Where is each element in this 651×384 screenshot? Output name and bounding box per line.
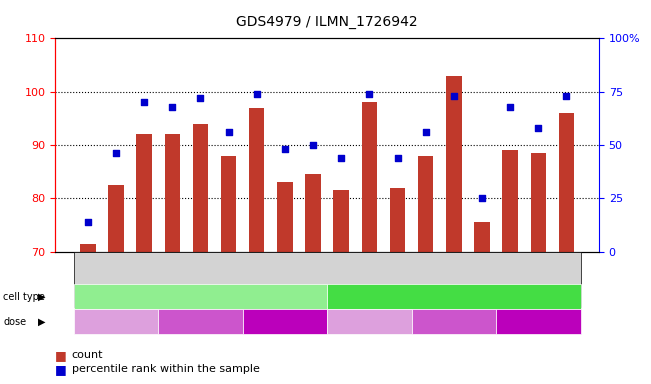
Text: 1 uM lapatinib: 1 uM lapatinib: [250, 316, 320, 327]
Text: 1 uM lapatinib: 1 uM lapatinib: [503, 316, 574, 327]
Point: [364, 91, 374, 97]
Text: ▶: ▶: [38, 316, 46, 327]
Bar: [531, 153, 546, 252]
Text: 0 uM lapatinib: 0 uM lapatinib: [81, 316, 151, 327]
Point: [251, 91, 262, 97]
Bar: [221, 156, 236, 252]
Text: count: count: [72, 350, 103, 360]
Bar: [503, 150, 518, 252]
Point: [421, 129, 431, 135]
Point: [393, 155, 403, 161]
Text: 0 uM lapatinib: 0 uM lapatinib: [335, 316, 404, 327]
Text: lapatinib resistant: lapatinib resistant: [404, 291, 505, 302]
Bar: [559, 113, 574, 252]
Bar: [165, 134, 180, 252]
Bar: [474, 222, 490, 252]
Point: [449, 93, 459, 99]
Bar: [305, 174, 321, 252]
Point: [308, 142, 318, 148]
Bar: [361, 102, 377, 252]
Text: 0.1 uM lapatinib: 0.1 uM lapatinib: [414, 316, 493, 327]
Text: ▶: ▶: [38, 291, 46, 302]
Point: [139, 99, 149, 106]
Bar: [418, 156, 434, 252]
Point: [167, 104, 178, 110]
Point: [533, 125, 544, 131]
Point: [505, 104, 516, 110]
Bar: [108, 185, 124, 252]
Bar: [80, 243, 96, 252]
Point: [111, 151, 121, 157]
Text: dose: dose: [3, 316, 27, 327]
Text: GDS4979 / ILMN_1726942: GDS4979 / ILMN_1726942: [236, 15, 418, 29]
Text: ■: ■: [55, 349, 67, 362]
Text: ■: ■: [55, 363, 67, 376]
Point: [223, 129, 234, 135]
Bar: [333, 190, 349, 252]
Text: percentile rank within the sample: percentile rank within the sample: [72, 364, 260, 374]
Bar: [136, 134, 152, 252]
Bar: [249, 108, 264, 252]
Bar: [193, 124, 208, 252]
Point: [195, 95, 206, 101]
Text: 0.1 uM lapatinib: 0.1 uM lapatinib: [161, 316, 240, 327]
Text: lapatinib sensitive: lapatinib sensitive: [150, 291, 251, 302]
Point: [83, 218, 93, 225]
Bar: [277, 182, 293, 252]
Text: cell type: cell type: [3, 291, 45, 302]
Point: [477, 195, 487, 201]
Point: [561, 93, 572, 99]
Bar: [390, 187, 406, 252]
Point: [336, 155, 346, 161]
Point: [280, 146, 290, 152]
Bar: [446, 76, 462, 252]
